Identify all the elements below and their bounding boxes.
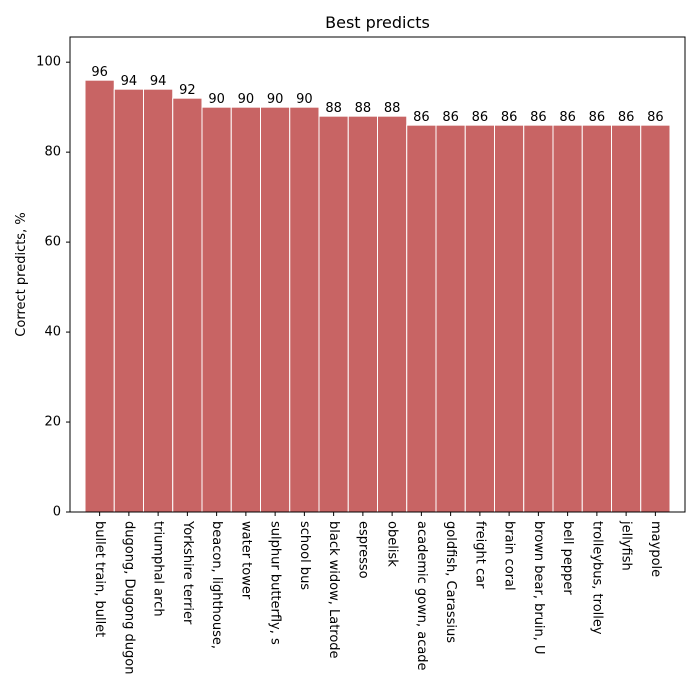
bar-value-label-17: 86 bbox=[559, 110, 576, 125]
bar-15 bbox=[494, 124, 525, 513]
bar-7 bbox=[260, 106, 291, 513]
bar-value-label-6: 90 bbox=[238, 92, 255, 107]
bar-6 bbox=[230, 106, 261, 513]
bar-value-label-16: 86 bbox=[530, 110, 547, 125]
bar-value-label-20: 86 bbox=[647, 110, 664, 125]
bar-value-label-7: 90 bbox=[267, 92, 284, 107]
bar-9 bbox=[318, 115, 349, 513]
bar-value-label-3: 94 bbox=[150, 74, 167, 89]
y-tick-label-6: 100 bbox=[36, 55, 61, 70]
bar-value-label-9: 88 bbox=[325, 101, 342, 116]
bar-18 bbox=[581, 124, 612, 513]
bar-1 bbox=[84, 79, 115, 513]
bar-14 bbox=[464, 124, 495, 513]
x-tick-label-2: dugong, Dugong dugon bbox=[121, 521, 136, 674]
x-tick-label-15: brain coral bbox=[502, 521, 517, 591]
bar-8 bbox=[289, 106, 320, 513]
x-tick-label-14: freight car bbox=[472, 521, 487, 589]
y-tick-label-1: 0 bbox=[53, 505, 61, 520]
chart-title: Best predicts bbox=[325, 13, 430, 32]
bar-13 bbox=[435, 124, 466, 513]
bar-3 bbox=[143, 88, 174, 513]
bar-19 bbox=[611, 124, 642, 513]
x-tick-label-12: academic gown, acade bbox=[414, 521, 429, 671]
bar-value-label-5: 90 bbox=[208, 92, 225, 107]
x-tick-label-16: brown bear, bruin, U bbox=[531, 521, 546, 655]
bar-value-label-12: 86 bbox=[413, 110, 430, 125]
x-tick-label-19: jellyfish bbox=[619, 520, 634, 571]
y-axis: 0 20 40 60 80 100 bbox=[36, 55, 70, 520]
x-tick-label-18: trolleybus, trolley bbox=[589, 521, 604, 635]
x-tick-label-3: triumphal arch bbox=[151, 521, 166, 617]
bar-value-label-14: 86 bbox=[472, 110, 489, 125]
y-axis-label: Correct predicts, % bbox=[14, 212, 29, 336]
y-tick-label-5: 80 bbox=[44, 145, 61, 160]
y-tick-label-2: 20 bbox=[44, 415, 61, 430]
bar-11 bbox=[377, 115, 408, 513]
bar-5 bbox=[201, 106, 232, 513]
x-tick-label-11: obelisk bbox=[385, 521, 400, 567]
bar-16 bbox=[523, 124, 554, 513]
x-tick-label-10: espresso bbox=[355, 521, 370, 579]
y-tick-label-4: 60 bbox=[44, 235, 61, 250]
x-tick-label-1: bullet train, bullet bbox=[92, 521, 107, 637]
x-tick-label-5: beacon, lighthouse, bbox=[209, 521, 224, 649]
bar-17 bbox=[552, 124, 583, 513]
bar-20 bbox=[640, 124, 671, 513]
bar-value-label-19: 86 bbox=[618, 110, 635, 125]
bar-value-label-10: 88 bbox=[355, 101, 372, 116]
x-tick-label-7: sulphur butterfly, s bbox=[268, 521, 283, 645]
bar-2 bbox=[113, 88, 144, 513]
bar-12 bbox=[406, 124, 437, 513]
bar-value-label-13: 86 bbox=[442, 110, 459, 125]
bar-value-label-18: 86 bbox=[589, 110, 606, 125]
bar-value-label-15: 86 bbox=[501, 110, 518, 125]
x-tick-label-9: black widow, Latrode bbox=[326, 521, 341, 659]
plot-frame bbox=[69, 36, 686, 513]
x-tick-label-17: bell pepper bbox=[560, 521, 575, 595]
bar-10 bbox=[347, 115, 378, 513]
x-tick-label-20: maypole bbox=[648, 521, 663, 577]
bar-value-label-11: 88 bbox=[384, 101, 401, 116]
y-tick-label-3: 40 bbox=[44, 325, 61, 340]
bar-value-label-1: 96 bbox=[91, 65, 108, 80]
x-tick-label-6: water tower bbox=[238, 521, 253, 600]
x-tick-label-8: school bus bbox=[297, 521, 312, 590]
x-axis: bullet train, bullet dugong, Dugong dugon… bbox=[92, 512, 663, 674]
bar-labels-group: 96 94 94 92 90 90 90 90 88 88 88 86 86 86 86 86 86 86 86 86 bbox=[91, 65, 663, 125]
x-tick-label-4: Yorkshire terrier bbox=[180, 520, 195, 625]
bar-value-label-2: 94 bbox=[121, 74, 138, 89]
bar-value-label-4: 92 bbox=[179, 83, 196, 98]
x-tick-label-13: goldfish, Carassius bbox=[443, 521, 458, 643]
bar-value-label-8: 90 bbox=[296, 92, 313, 107]
bars-group bbox=[84, 79, 671, 513]
bar-4 bbox=[172, 97, 203, 513]
